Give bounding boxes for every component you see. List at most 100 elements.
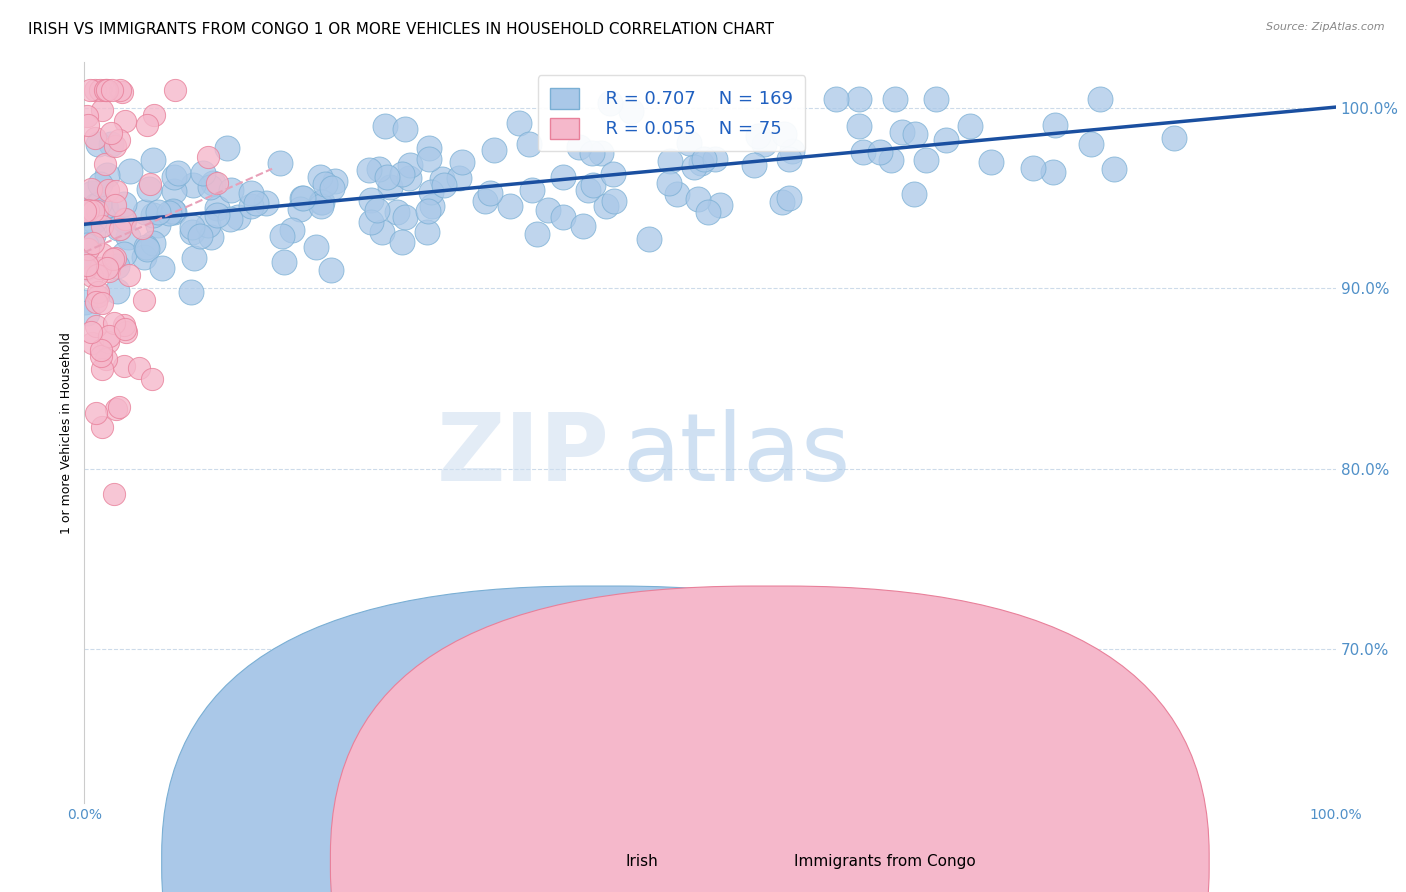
Point [482, 143, 505, 157]
Point [517, 137, 540, 152]
Point [163, 170, 186, 185]
Point [576, 183, 599, 197]
Point [891, 125, 914, 139]
Point [103, 487, 125, 501]
Point [451, 154, 474, 169]
Text: Irish: Irish [626, 855, 658, 869]
Point [87, 285, 110, 300]
Point [619, 103, 641, 118]
Point [77, 242, 100, 256]
Point [96, 82, 118, 96]
Point [90, 349, 112, 363]
Point [689, 156, 711, 170]
Point [197, 150, 219, 164]
Point [118, 164, 141, 178]
Point [273, 254, 295, 268]
Point [416, 225, 439, 239]
Point [104, 251, 127, 265]
Point [321, 262, 343, 277]
Point [359, 163, 381, 178]
Point [138, 182, 160, 196]
Point [163, 82, 186, 96]
Point [104, 402, 127, 417]
Point [682, 161, 704, 175]
Point [90, 362, 112, 376]
Point [112, 246, 135, 260]
Point [391, 235, 413, 250]
Point [537, 202, 560, 217]
Point [90, 296, 112, 310]
Point [117, 230, 139, 244]
Point [89, 82, 111, 96]
Point [80, 326, 103, 340]
Point [82, 186, 104, 200]
Point [599, 95, 621, 110]
Point [79, 82, 101, 96]
Point [219, 183, 242, 197]
Point [77, 203, 100, 218]
Point [90, 103, 112, 117]
Text: atlas: atlas [623, 409, 851, 500]
Point [82, 268, 104, 283]
Point [387, 205, 409, 219]
Point [1102, 162, 1125, 177]
Point [180, 220, 202, 235]
Point [118, 268, 141, 282]
Point [90, 343, 112, 357]
Point [522, 183, 544, 197]
Point [778, 191, 800, 205]
Point [215, 141, 238, 155]
Point [638, 232, 661, 246]
Point [112, 213, 135, 227]
Point [747, 129, 769, 144]
Point [314, 178, 336, 192]
Point [709, 198, 731, 212]
Point [903, 128, 925, 142]
Point [141, 372, 163, 386]
Point [219, 212, 242, 227]
Point [188, 229, 211, 244]
Point [89, 177, 111, 191]
Point [240, 186, 263, 201]
Point [180, 285, 202, 299]
Point [226, 211, 249, 225]
Text: Source: ZipAtlas.com: Source: ZipAtlas.com [1267, 22, 1385, 32]
Point [309, 199, 332, 213]
Point [666, 187, 689, 202]
Point [82, 335, 104, 350]
Point [197, 219, 219, 233]
Point [553, 211, 575, 225]
Point [96, 261, 118, 276]
Point [200, 230, 222, 244]
Point [146, 218, 169, 232]
Point [202, 176, 225, 190]
Point [100, 126, 122, 140]
Point [142, 153, 165, 168]
Point [163, 185, 186, 199]
Point [114, 318, 136, 333]
Point [959, 119, 981, 133]
Point [254, 196, 277, 211]
Point [100, 136, 122, 151]
Point [142, 235, 165, 250]
Point [94, 351, 117, 366]
Point [205, 208, 228, 222]
Point [240, 199, 263, 213]
Point [935, 133, 957, 147]
Point [370, 226, 392, 240]
Point [82, 228, 104, 243]
Point [474, 194, 496, 208]
Point [305, 240, 328, 254]
Point [291, 191, 314, 205]
Point [309, 169, 332, 184]
Point [181, 225, 204, 239]
Point [191, 166, 214, 180]
Point [183, 251, 205, 265]
Point [101, 82, 124, 96]
Point [91, 420, 114, 434]
Point [96, 169, 118, 183]
Point [91, 219, 114, 233]
Point [568, 140, 591, 154]
Point [110, 82, 132, 96]
Point [430, 172, 453, 186]
